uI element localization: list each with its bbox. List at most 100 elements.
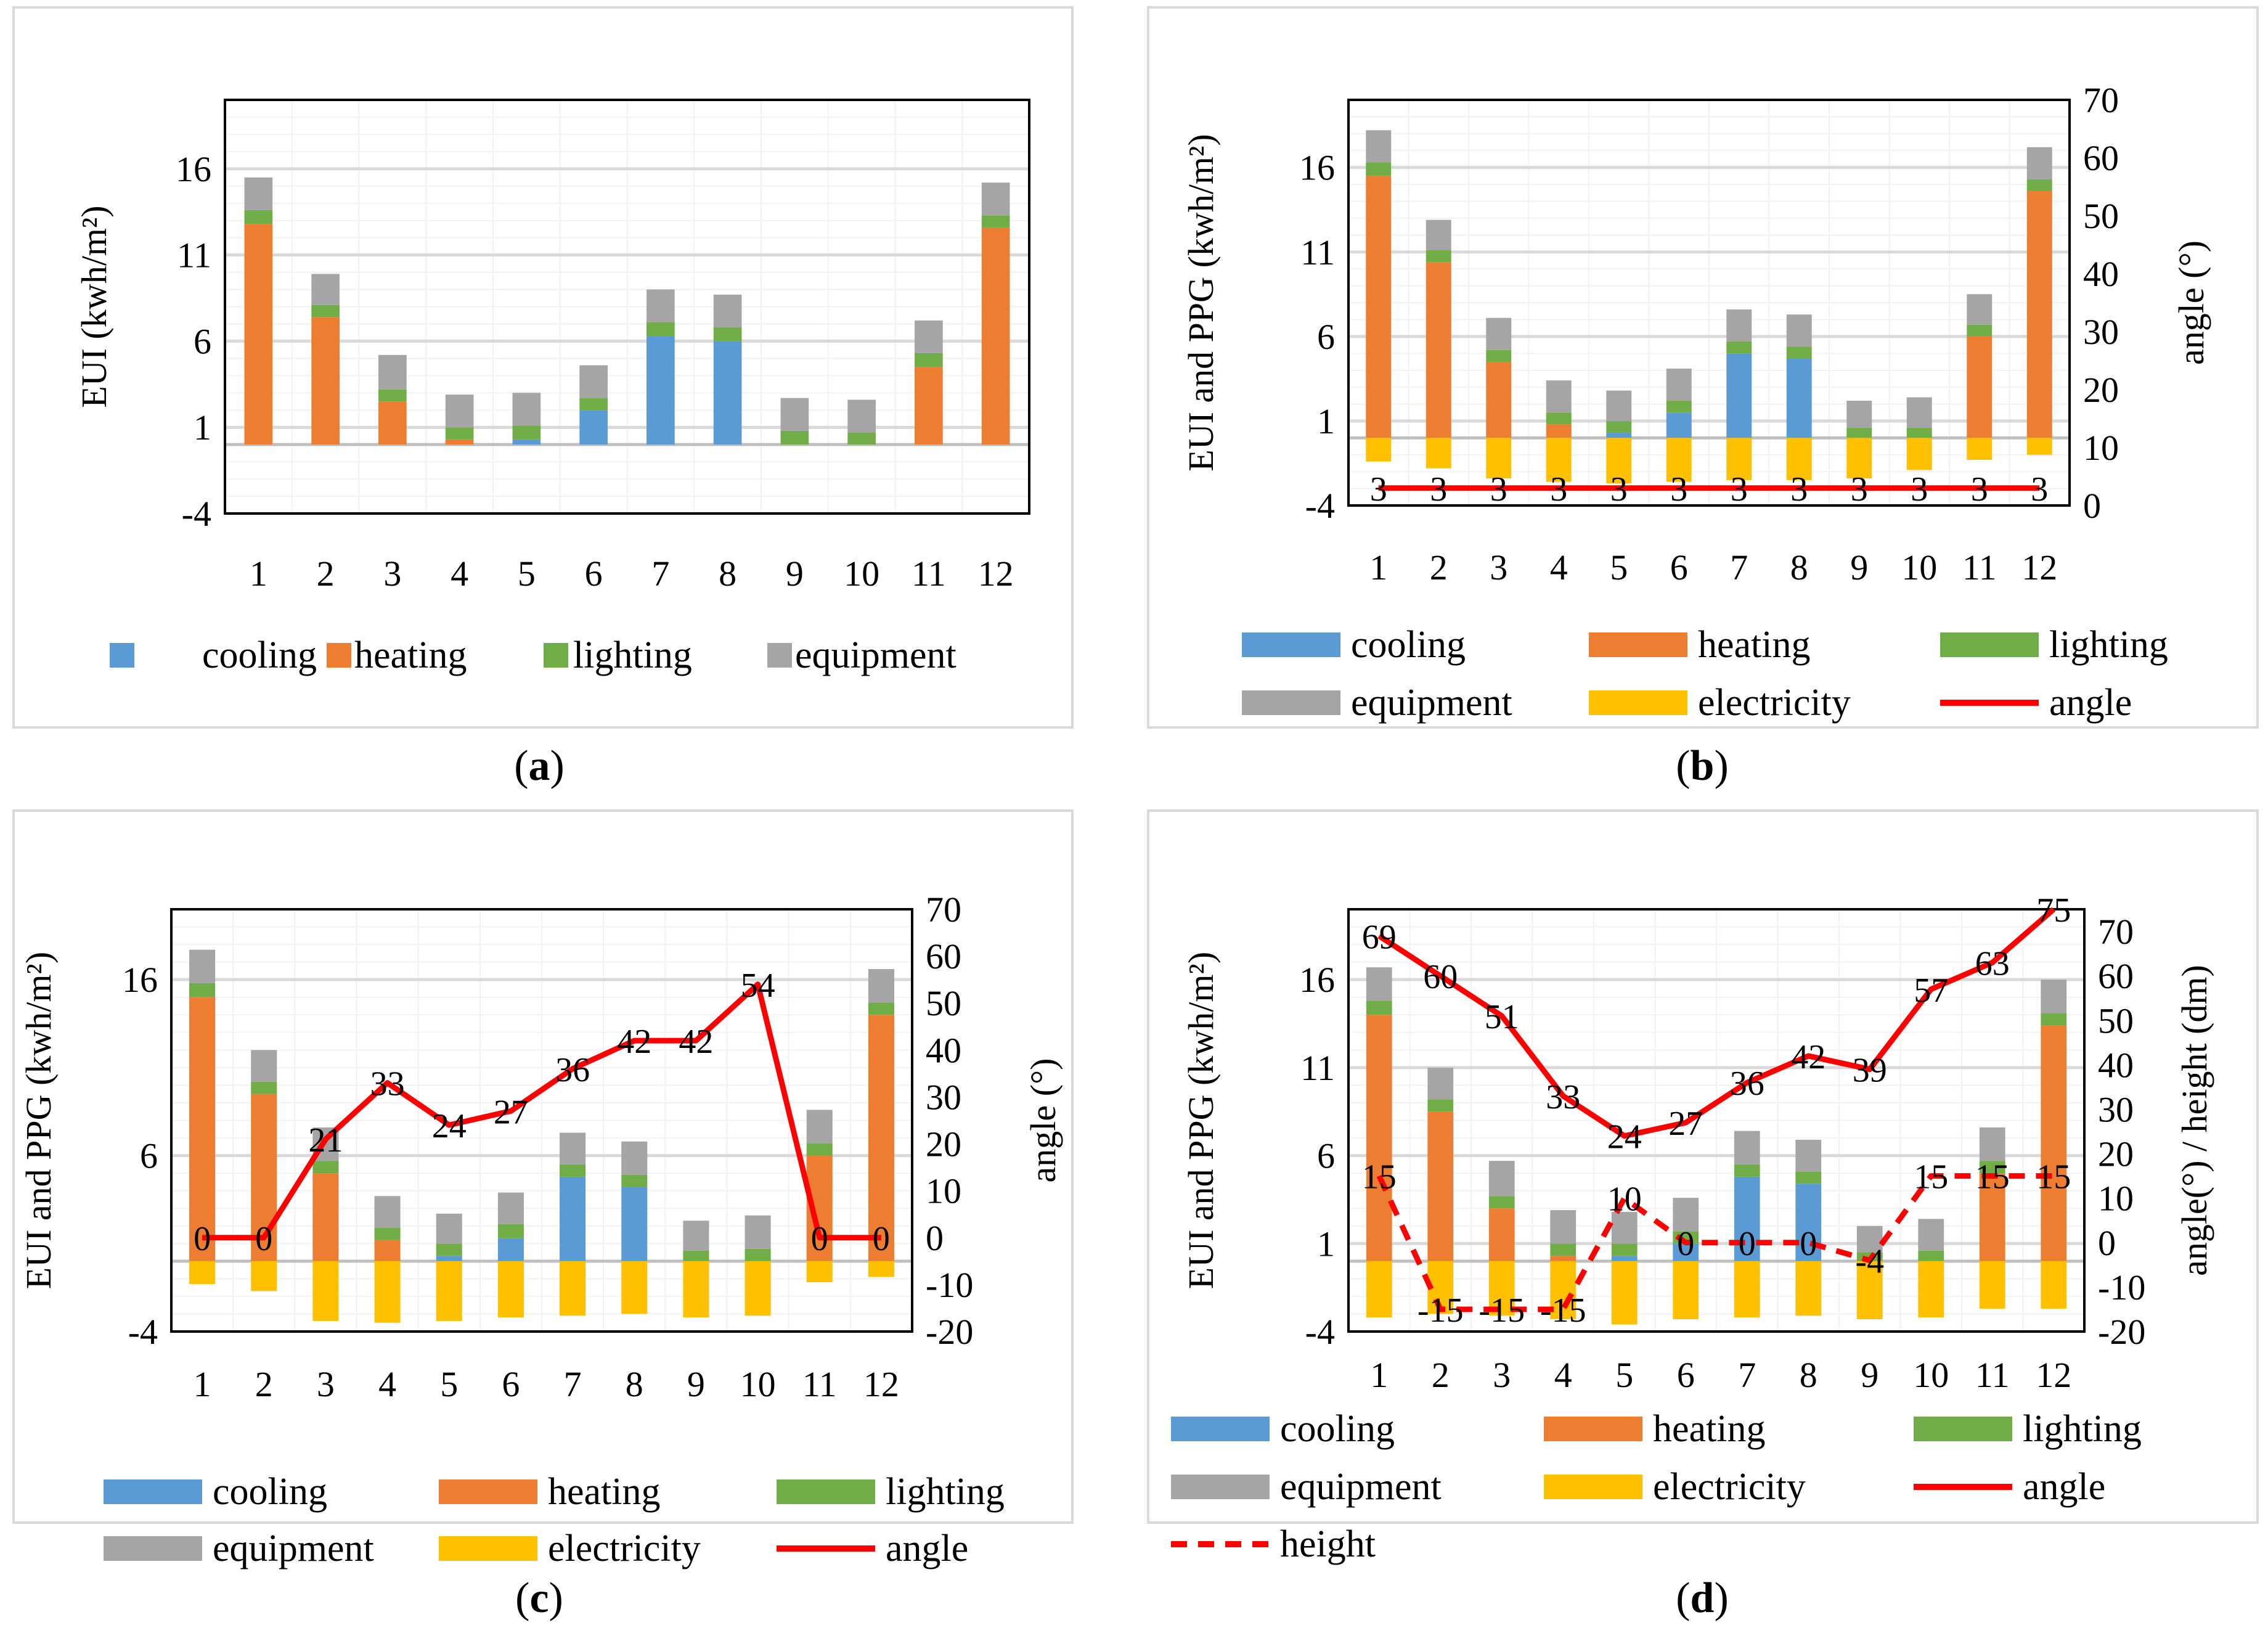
lighting-bar [1486,350,1512,362]
angle-data-label: 3 [1370,470,1387,509]
angle-data-label: 33 [1546,1078,1580,1116]
legend-swatch-lighting [1914,1417,2012,1441]
height-data-label: -15 [1479,1291,1525,1330]
lighting-bar [497,1224,524,1238]
height-data-label: 15 [2036,1158,2071,1197]
angle-data-label: 33 [370,1065,405,1103]
legend-label-heating: heating [354,634,467,676]
x-tick-label: 4 [451,554,468,594]
caption-open-paren: ( [1676,742,1690,790]
angle-data-label: 0 [255,1220,272,1258]
y2-tick-label: 30 [2098,1089,2134,1129]
x-tick-label: 8 [1790,547,1808,587]
angle-data-label: 42 [617,1023,651,1061]
legend-swatch-electricity [439,1536,537,1561]
legend-swatch-heating [327,643,351,668]
x-tick-label: 7 [651,554,669,594]
heating-bar [445,439,474,445]
x-tick-label: 9 [1850,547,1868,587]
electricity-bar [251,1261,277,1291]
equipment-bar [378,354,407,390]
y2-tick-label: 70 [2098,912,2134,952]
legend-swatch-cooling [104,1479,202,1504]
equipment-bar [244,177,273,210]
equipment-bar [847,399,876,433]
y-tick-label: 16 [1299,960,1335,1000]
angle-data-label: 0 [873,1220,890,1258]
legend-swatch-heating [439,1479,537,1504]
heating-bar [378,401,407,445]
angle-data-label: 75 [2036,891,2071,930]
equipment-bar [981,182,1010,216]
electricity-bar [1550,1261,1577,1320]
heating-bar [1979,1173,2005,1261]
legend-label-angle: angle [886,1528,968,1569]
electricity-bar [1546,438,1572,482]
plot-area [170,908,913,1333]
angle-data-label: 0 [194,1220,211,1258]
cooling-bar [512,439,541,445]
equipment-bar [512,393,541,426]
y-tick-label: 11 [1300,232,1335,272]
equipment-bar [1979,1127,2005,1161]
x-tick-label: 9 [687,1364,705,1404]
y2-tick-label: 50 [926,983,961,1023]
legend-label-equipment: equipment [795,634,957,676]
legend-label-lighting: lighting [2049,624,2168,666]
angle-data-label: 3 [1911,470,1928,509]
angle-data-label: 0 [811,1220,828,1258]
equipment-bar [436,1213,462,1244]
lighting-bar [1546,412,1572,425]
y2-tick-label: 10 [926,1171,961,1211]
cooling-bar [1795,1184,1822,1261]
equipment-bar [868,969,894,1003]
y2-tick-label: 50 [2083,196,2119,236]
heating-bar [1427,1111,1454,1261]
y2-tick-label: 20 [2083,370,2119,410]
angle-data-label: 3 [1670,470,1687,509]
plot-area [224,99,1030,515]
legend-label-cooling: cooling [213,1471,327,1513]
equipment-bar [1488,1161,1515,1197]
equipment-bar [560,1132,586,1164]
y2-tick-label: 70 [926,890,961,930]
height-line [1376,1173,2054,1312]
legend-swatch-cooling [110,643,134,668]
y2-tick-label: 40 [2098,1045,2134,1085]
legend-swatch-cooling [1171,1417,1270,1441]
angle-line [1377,907,2056,1139]
caption-letter: d [1691,1574,1715,1622]
equipment-bar [1673,1198,1699,1232]
equipment-bar [915,320,943,353]
panel-caption: (b) [1676,742,1729,790]
lighting-bar [311,305,340,317]
x-tick-label: 7 [1738,1355,1756,1395]
y2-tick-label: 60 [926,936,961,976]
y-tick-label: -4 [1305,486,1335,526]
legend-swatch-heating [1589,632,1687,657]
equipment-bar [1856,1225,1883,1253]
lighting-bar [436,1243,462,1256]
heating-bar [189,997,216,1261]
caption-letter: b [1691,742,1715,790]
angle-data-label: 3 [1610,470,1628,509]
y-tick-label: 6 [140,1136,158,1176]
y2-tick-label: 30 [926,1077,961,1117]
electricity-bar [560,1261,586,1316]
height-data-label: 0 [1800,1225,1817,1263]
legend: cooling heating lighting equipment [110,634,957,676]
x-tick-label: 12 [2021,547,2057,587]
height-data-label: -4 [1855,1243,1884,1281]
cooling-bar [647,336,675,445]
lighting-bar [1967,324,1993,337]
y2-tick-label: -20 [926,1312,973,1352]
equipment-bar [1366,130,1392,163]
height-data-label: 15 [1362,1158,1397,1197]
angle-data-label: 42 [1791,1038,1825,1076]
heating-bar [244,224,273,445]
y-axis-title: EUI and PPG (kwh/m²) [1181,952,1221,1289]
x-tick-label: 5 [1615,1355,1633,1395]
lighting-bar [744,1248,771,1261]
x-tick-label: 1 [194,1364,211,1404]
x-tick-label: 10 [740,1364,776,1404]
